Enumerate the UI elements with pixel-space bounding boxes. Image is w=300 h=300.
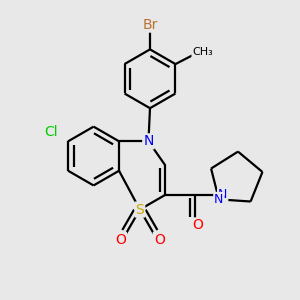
- Text: N: N: [218, 188, 227, 201]
- Text: O: O: [154, 233, 165, 247]
- Text: N: N: [143, 134, 154, 148]
- Text: Cl: Cl: [45, 125, 58, 139]
- Text: Br: Br: [142, 18, 158, 32]
- Text: O: O: [192, 218, 203, 233]
- Text: N: N: [214, 193, 224, 206]
- Text: O: O: [115, 233, 126, 247]
- Text: S: S: [136, 202, 144, 217]
- Text: CH₃: CH₃: [192, 47, 213, 57]
